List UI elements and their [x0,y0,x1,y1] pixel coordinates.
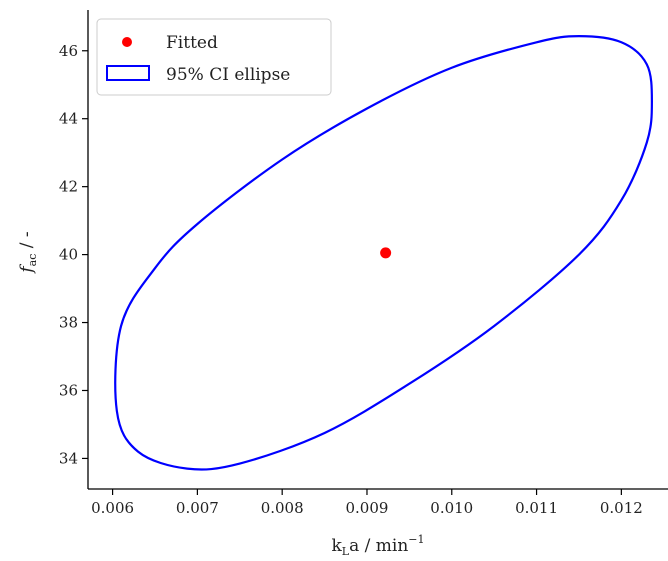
series-layer [114,35,653,471]
y-tick-label: 38 [59,314,78,332]
x-tick-label: 0.011 [515,499,558,517]
x-tick-label: 0.006 [91,499,134,517]
fitted-point [380,247,392,259]
legend-ellipse-swatch [106,65,150,81]
y-tick-label: 42 [59,178,78,196]
x-tick-label: 0.009 [346,499,389,517]
x-axis-label: kLa / min−1 [331,533,424,558]
y-tick-label: 46 [59,42,78,60]
x-tick-label: 0.012 [600,499,643,517]
y-tick-label: 44 [59,110,78,128]
y-tick-label: 40 [59,246,78,264]
legend-frame [96,18,332,96]
y-tick-label: 36 [59,381,78,399]
ticks-layer: 0.006 0.007 0.008 0.009 0.010 0.011 0.012 34 36 3… [59,42,643,517]
legend-fitted-label: Fitted [166,33,218,53]
y-axis-label: fac / - [17,231,39,274]
x-tick-label: 0.007 [176,499,219,517]
x-tick-label: 0.008 [261,499,304,517]
ci-ellipse [114,35,653,471]
x-tick-label: 0.010 [430,499,473,517]
legend: Fitted 95% CI ellipse [96,18,332,96]
legend-fitted-marker [122,37,132,47]
legend-ellipse-label: 95% CI ellipse [166,65,290,85]
y-tick-label: 34 [59,449,78,467]
